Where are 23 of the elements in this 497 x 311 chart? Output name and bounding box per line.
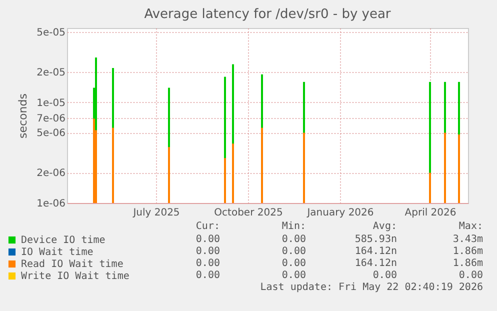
text: 0.00 0.00 164.12n 1.86m <box>196 258 483 269</box>
y-tick-label: 5e-06 <box>36 128 66 140</box>
y-tick-label: 5e-05 <box>36 28 66 39</box>
text: 0.00 0.00 164.12n 1.86m <box>196 246 483 257</box>
legend-label: Read IO Wait time <box>21 259 124 270</box>
y-tick-label: 2e-05 <box>36 68 66 79</box>
text: 0.00 0.00 0.00 0.00 <box>196 270 483 281</box>
y-tick-label: 2e-06 <box>36 168 66 180</box>
x-tick-label: January 2026 <box>306 208 374 218</box>
x-tick-label: April 2026 <box>404 208 456 218</box>
text: 0.00 0.00 585.93n 3.43m <box>196 234 483 245</box>
text: Last update: Fri May 22 02:40:19 2026 <box>260 282 483 294</box>
text: Cur: Min: Avg: Max: <box>196 221 483 232</box>
legend-label: Device IO time <box>21 235 106 246</box>
chart-title: Average latency for /dev/sr0 - by year <box>144 7 392 22</box>
legend-label: IO Wait time <box>21 247 94 258</box>
legend-label: Write IO Wait time <box>21 271 130 282</box>
x-tick-label: July 2025 <box>132 208 180 218</box>
y-tick-label: 1e-05 <box>36 98 66 109</box>
y-tick-label: 7e-06 <box>36 114 66 125</box>
y-tick-label: 1e-06 <box>36 198 66 210</box>
x-tick-label: October 2025 <box>214 208 283 218</box>
y-axis-title: seconds <box>16 93 30 138</box>
